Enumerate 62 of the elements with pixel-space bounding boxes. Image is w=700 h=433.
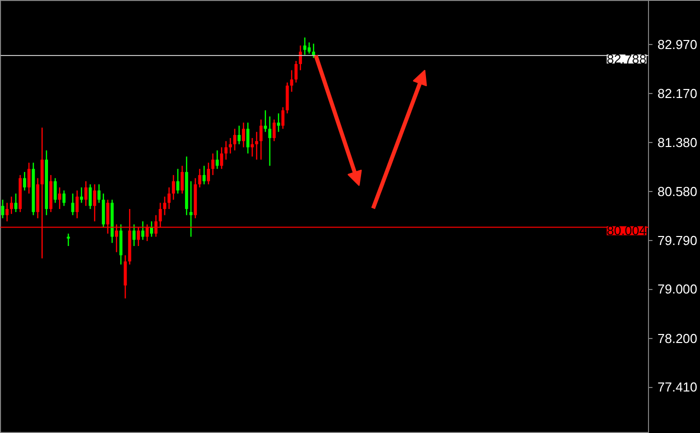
candlestick: [276, 112, 280, 132]
candlestick: [6, 202, 9, 222]
candlestick: [176, 168, 180, 194]
candlestick: [1, 199, 4, 219]
candlestick: [246, 122, 250, 154]
candlestick: [224, 140, 228, 160]
candlestick: [10, 196, 13, 215]
candlestick: [238, 125, 241, 145]
candlestick: [76, 190, 79, 219]
candlestick: [97, 184, 101, 204]
candlestick: [312, 43, 316, 58]
candlestick: [202, 165, 206, 185]
candlestick: [264, 110, 267, 132]
candlestick: [84, 180, 88, 206]
y-tick-label: 81.380: [658, 134, 698, 150]
y-tick-label: 79.790: [658, 232, 698, 248]
ref-line-label: 80.004: [606, 223, 647, 238]
candlestick: [58, 186, 62, 210]
candlestick: [308, 42, 311, 54]
candlestick: [189, 180, 192, 238]
candlestick: [198, 168, 202, 188]
candlestick: [298, 44, 302, 71]
candlestick: [172, 174, 175, 200]
y-tick-label: 82.170: [658, 86, 698, 102]
candlestick: [168, 186, 171, 210]
candlestick: [132, 224, 136, 247]
candlestick: [80, 186, 84, 204]
candlestick: [88, 184, 92, 210]
ref-line-label: 82.788: [606, 52, 647, 67]
candlestick: [180, 165, 184, 194]
candlestick: [206, 162, 210, 185]
y-tick-label: 78.200: [658, 331, 698, 346]
candlestick: [93, 184, 96, 222]
candlestick: [150, 220, 154, 238]
candlestick: [268, 116, 272, 166]
candlestick: [259, 118, 263, 160]
y-tick-label: 80.580: [658, 184, 698, 200]
candlestick: [294, 60, 298, 84]
candlestick: [62, 190, 66, 206]
candlestick: [211, 152, 214, 176]
candlestick: [272, 118, 276, 142]
candlestick: [250, 137, 254, 158]
candlestick: [66, 233, 70, 247]
candlestick: [290, 70, 294, 92]
y-tick-label: 82.970: [658, 36, 698, 52]
y-tick-label: 77.410: [658, 380, 698, 395]
candlestick: [228, 137, 232, 154]
candlestick: [23, 171, 26, 192]
candlestick: [242, 122, 246, 148]
candlestick: [71, 192, 74, 216]
candlestick: [303, 36, 306, 56]
candlestick: [220, 146, 224, 170]
candlestick: [281, 106, 284, 130]
candlestick: [14, 192, 18, 213]
candlestick: [141, 220, 144, 240]
y-tick-label: 79.000: [658, 282, 698, 297]
candlestick: [233, 128, 236, 151]
candlestick: [216, 150, 219, 170]
candlestick: [255, 131, 258, 160]
candlestick: [163, 196, 166, 216]
candlestick: [54, 178, 57, 204]
candlestick: [27, 162, 30, 194]
